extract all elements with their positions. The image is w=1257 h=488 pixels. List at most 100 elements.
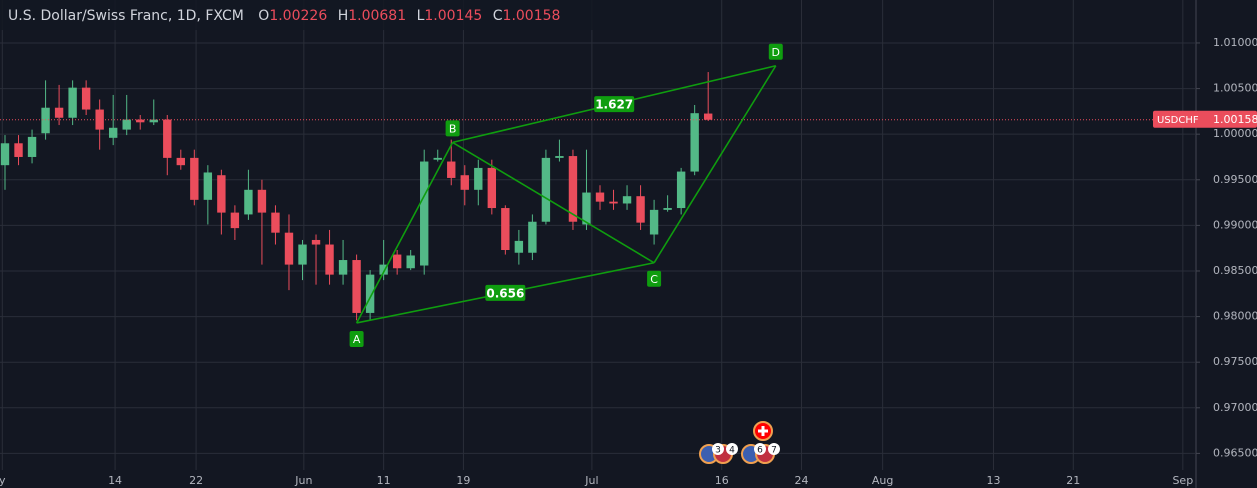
x-tick-label: 16 bbox=[715, 474, 729, 487]
point-label: A bbox=[353, 333, 361, 346]
x-tick-label: Jul bbox=[584, 474, 598, 487]
candle-body bbox=[230, 212, 240, 229]
event-badge bbox=[712, 443, 724, 455]
candle-body bbox=[514, 240, 524, 253]
ohlc-value: 1.00681 bbox=[348, 8, 406, 24]
candle-body bbox=[27, 136, 37, 157]
candle-body bbox=[108, 127, 118, 138]
pattern-line bbox=[653, 65, 777, 264]
x-tick-label: Sep bbox=[1172, 474, 1193, 487]
y-tick-label: 1.00500 bbox=[1213, 82, 1257, 95]
candle-body bbox=[257, 189, 267, 213]
ratio-label: 1.627 bbox=[595, 98, 633, 112]
candle-body bbox=[68, 87, 77, 118]
x-tick-label: 14 bbox=[108, 474, 122, 487]
candle-body bbox=[609, 201, 618, 204]
events: 3 4 6 7 bbox=[699, 421, 780, 464]
header-bg bbox=[0, 0, 720, 30]
event-count: 3 bbox=[715, 446, 721, 456]
candle-body bbox=[528, 221, 537, 253]
candle-body bbox=[501, 208, 510, 251]
y-tick-label: 0.99500 bbox=[1213, 173, 1257, 186]
candle-body bbox=[420, 161, 429, 266]
candle-body bbox=[392, 254, 402, 269]
ratio-box bbox=[485, 284, 526, 301]
flag-cross bbox=[758, 429, 768, 433]
candle-body bbox=[203, 172, 213, 200]
x-tick-label: Aug bbox=[872, 474, 893, 487]
candles bbox=[0, 72, 1195, 321]
ohlc-letter: H bbox=[338, 8, 349, 24]
ohlc-value: 1.00158 bbox=[503, 8, 561, 24]
candle-body bbox=[271, 212, 280, 233]
axes: 0.96500 0.97000 0.97500 0.98000 0.98500 0.990… bbox=[0, 36, 1257, 487]
point-box bbox=[647, 270, 662, 287]
point-label: D bbox=[772, 46, 780, 59]
event-badge bbox=[726, 443, 738, 455]
y-tick-label: 1.00000 bbox=[1213, 127, 1257, 140]
candle-body bbox=[217, 175, 226, 213]
pattern: 1.627 0.656 A B C D bbox=[349, 43, 783, 347]
candle-body bbox=[379, 264, 388, 275]
y-tick-label: 0.97000 bbox=[1213, 401, 1257, 414]
candle-body bbox=[122, 119, 131, 130]
chart-title: U.S. Dollar/Swiss Franc, 1D, FXCM bbox=[8, 8, 244, 24]
y-tick-label: 0.98000 bbox=[1213, 310, 1257, 323]
y-tick-label: 0.97500 bbox=[1213, 355, 1257, 368]
price-symbol: USDCHF bbox=[1157, 115, 1199, 126]
price-value: 1.00158 bbox=[1213, 113, 1257, 126]
ohlc-value: 1.00226 bbox=[269, 8, 327, 24]
event-count: 6 bbox=[757, 446, 763, 456]
grid bbox=[0, 0, 1195, 470]
x-tick-label: 11 bbox=[377, 474, 391, 487]
candle-body bbox=[14, 143, 23, 157]
candle-body bbox=[663, 208, 672, 210]
x-tick-label: 21 bbox=[1066, 474, 1080, 487]
price-label-box bbox=[1153, 110, 1257, 128]
candle-body bbox=[190, 157, 199, 200]
candle-body bbox=[676, 171, 686, 209]
candle-body bbox=[690, 113, 699, 172]
candle-body bbox=[541, 157, 551, 222]
candle-body bbox=[54, 107, 64, 118]
candle-body bbox=[460, 175, 469, 190]
candle-body bbox=[582, 192, 591, 225]
candle-body bbox=[136, 119, 145, 123]
y-tick-label: 0.96500 bbox=[1213, 446, 1257, 459]
x-tick-label: 22 bbox=[189, 474, 203, 487]
candle-body bbox=[595, 192, 605, 202]
candle-body bbox=[163, 119, 172, 158]
pattern-line bbox=[452, 141, 655, 264]
y-tick-label: 1.01000 bbox=[1213, 36, 1257, 49]
event-badge bbox=[768, 443, 780, 455]
ohlc-letter: O bbox=[258, 8, 269, 24]
point-box bbox=[445, 120, 460, 137]
ohlc-value: 1.00145 bbox=[424, 8, 482, 24]
x-tick-label: 13 bbox=[987, 474, 1001, 487]
event-badge bbox=[754, 443, 766, 455]
x-tick-label: 24 bbox=[794, 474, 808, 487]
candle-body bbox=[636, 196, 645, 223]
candle-body bbox=[352, 260, 361, 313]
candle-body bbox=[41, 107, 50, 134]
candle-body bbox=[311, 239, 321, 245]
candle-body bbox=[298, 244, 307, 265]
candle-body bbox=[474, 167, 483, 190]
point-box bbox=[349, 330, 364, 347]
candle-body bbox=[365, 274, 375, 313]
event-count: 7 bbox=[771, 446, 777, 456]
y-tick-label: 0.99000 bbox=[1213, 218, 1257, 231]
candle-body bbox=[487, 167, 497, 209]
point-box bbox=[768, 43, 783, 60]
x-tick-label: 19 bbox=[456, 474, 470, 487]
candle-body bbox=[0, 143, 10, 166]
candle-body bbox=[149, 119, 158, 123]
candle-body bbox=[703, 113, 713, 120]
candle-body bbox=[325, 244, 334, 275]
candle-body bbox=[81, 87, 91, 110]
point-label: B bbox=[449, 122, 457, 135]
candle-body bbox=[649, 209, 659, 235]
candle-body bbox=[338, 260, 348, 275]
candle-body bbox=[433, 157, 442, 160]
